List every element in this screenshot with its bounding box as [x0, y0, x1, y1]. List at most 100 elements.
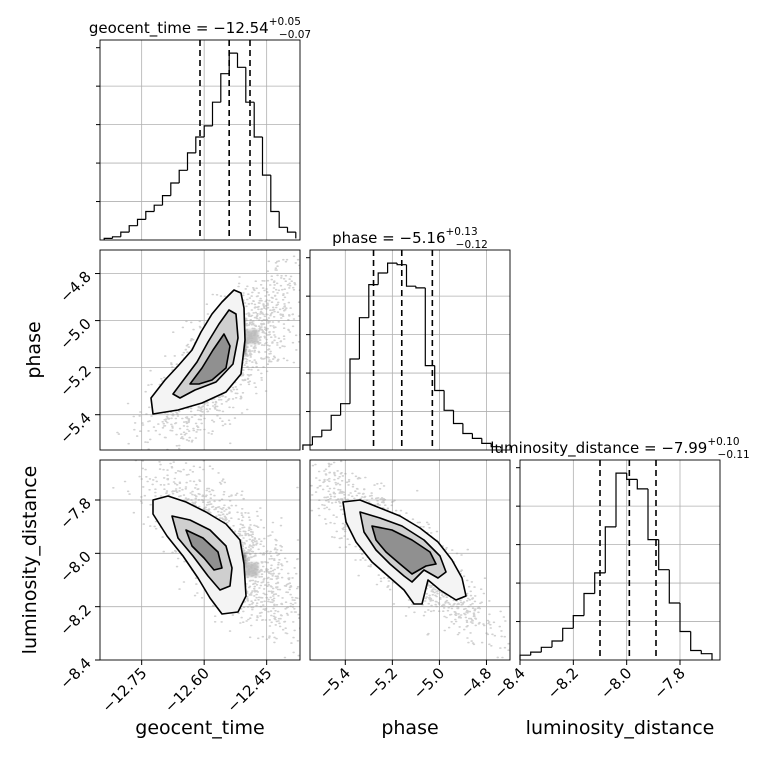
histogram-bin: [434, 365, 445, 392]
histogram-bin: [270, 175, 280, 213]
contour-inner: [189, 333, 231, 385]
histogram-geocent-time-panel: geocent_time = −12.54+0.05 −0.07: [89, 16, 311, 241]
histogram-bin: [195, 136, 205, 153]
histogram-bin: [452, 410, 463, 425]
histogram-bin: [186, 152, 196, 171]
histogram-bin: [387, 262, 398, 273]
histogram-bin: [103, 237, 113, 240]
histogram-bin: [626, 473, 638, 480]
histogram-bin: [540, 646, 552, 653]
scatter-phase-vs-geocent-time: phase: [23, 249, 301, 451]
y-tick-label: −8.4: [56, 654, 94, 692]
x-tick-label: −12.75: [99, 664, 151, 716]
histogram-bin: [136, 218, 146, 226]
histogram-bin: [604, 526, 616, 573]
histogram-bin: [170, 182, 180, 196]
histogram-bin: [443, 390, 454, 411]
histogram-bin: [377, 272, 388, 285]
histogram-bin: [462, 423, 473, 435]
axis-label-luminosity-distance-left: luminosity_distance: [19, 466, 41, 655]
histogram-bin: [481, 438, 492, 444]
histogram-bin: [236, 53, 246, 68]
histogram-bin: [668, 569, 680, 604]
histogram-bin: [572, 615, 584, 629]
histogram-bin: [178, 169, 188, 183]
histogram-bin: [261, 137, 271, 176]
histogram-bin: [302, 444, 313, 450]
x-tick-label: −8.4: [490, 664, 528, 702]
x-tick-label: −5.4: [316, 664, 354, 702]
histogram-bin: [424, 287, 435, 367]
y-tick-label: −5.2: [56, 362, 94, 400]
histogram-bin: [203, 125, 213, 137]
histogram-bin: [161, 195, 171, 206]
histogram-bin: [349, 358, 360, 404]
contour-middle: [172, 309, 239, 399]
y-tick-label: −5.4: [56, 409, 94, 447]
histogram-bin: [396, 263, 407, 266]
y-tick-label: −7.8: [56, 494, 94, 532]
histogram-bin: [530, 651, 542, 656]
histogram-bin: [358, 317, 369, 359]
scatter-luminosity-distance-vs-phase: phase: [309, 459, 511, 739]
y-tick-label: −4.8: [56, 268, 94, 306]
histogram-bin: [562, 627, 574, 641]
histogram-bin: [679, 603, 691, 633]
histogram-bin: [145, 210, 155, 220]
histogram-bin: [368, 284, 379, 318]
x-tick-label: −8.0: [597, 664, 635, 702]
histogram-bin: [311, 436, 322, 445]
y-tick-label: −8.2: [56, 601, 94, 639]
y-tick-label: −8.0: [56, 547, 94, 585]
scatter-luminosity-distance-vs-geocent-time: luminosity_distance geocent_time: [19, 459, 301, 739]
axis-label-phase-bottom: phase: [381, 717, 438, 739]
histogram-bin: [253, 102, 263, 138]
histogram-bin: [636, 479, 648, 490]
axis-label-luminosity-distance-bottom: luminosity_distance: [526, 717, 715, 739]
histogram-bin: [245, 67, 255, 103]
histogram-bin: [519, 654, 531, 660]
histogram-bin: [330, 414, 341, 431]
histogram-bin: [228, 52, 238, 74]
x-tick-label: −12.45: [224, 664, 276, 716]
histogram-bin: [120, 231, 130, 237]
histogram-bin: [690, 631, 702, 652]
histogram-bin: [211, 101, 221, 126]
axis-label-geocent-time-bottom: geocent_time: [135, 717, 264, 739]
histogram-bin: [321, 429, 332, 437]
y-tick-label: −5.0: [56, 315, 94, 353]
histogram-bin: [340, 403, 350, 416]
x-tick-label: −4.8: [457, 664, 495, 702]
histogram-bin: [128, 225, 138, 233]
axis-label-phase-left: phase: [23, 321, 45, 378]
histogram-bin: [153, 204, 163, 212]
histogram-phase-title: phase = −5.16+0.13 −0.12: [332, 226, 488, 251]
histogram-bin: [490, 443, 501, 448]
histogram-bin: [471, 433, 482, 439]
axis-ticks: −12.75 −12.60 −12.45 −5.4 −5.2 −5.0 −4.8−8.4 −8…: [56, 47, 689, 716]
x-tick-label: −7.8: [650, 664, 688, 702]
x-tick-label: −5.2: [363, 664, 401, 702]
histogram-luminosity-distance-title: luminosity_distance = −7.99+0.10 −0.11: [490, 436, 749, 461]
histogram-luminosity-distance-panel: luminosity_distance = −7.99+0.10 −0.11: [490, 436, 750, 661]
histogram-bin: [220, 73, 230, 103]
histogram-bin: [278, 211, 288, 228]
histogram-bin: [583, 592, 595, 616]
x-tick-label: −12.60: [161, 664, 213, 716]
histogram-bin: [415, 286, 426, 289]
histogram-bin: [405, 264, 416, 287]
histogram-bin: [700, 650, 713, 660]
histogram-bin: [551, 640, 563, 648]
contour-inner: [371, 525, 437, 575]
histogram-geocent-time-title: geocent_time = −12.54+0.05 −0.07: [89, 16, 311, 41]
histogram-bin: [286, 227, 296, 233]
x-tick-label: −5.0: [410, 664, 448, 702]
histogram-bin: [594, 572, 606, 594]
histogram-phase-panel: phase = −5.16+0.13 −0.12: [302, 226, 511, 451]
contour-inner: [185, 529, 223, 571]
histogram-bin: [615, 472, 627, 527]
histogram-bin: [658, 539, 670, 571]
histogram-bin: [111, 236, 121, 239]
x-tick-label: −8.2: [544, 664, 582, 702]
